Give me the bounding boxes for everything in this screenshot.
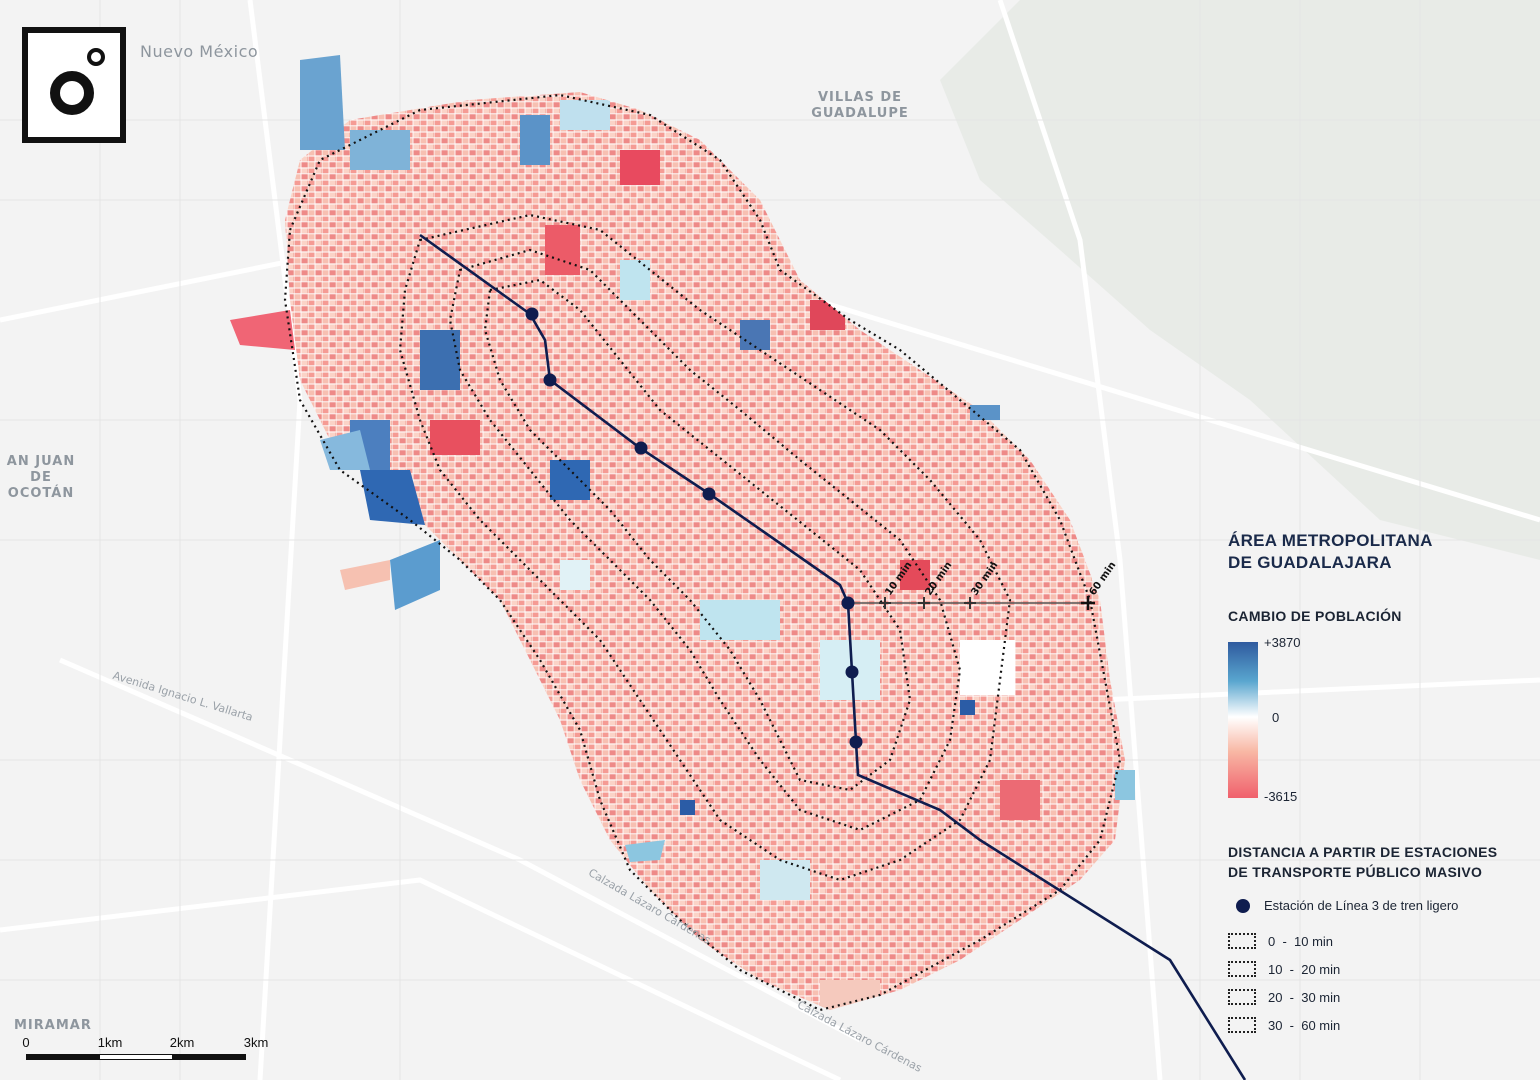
population-gradient bbox=[1228, 642, 1258, 798]
place-label-miramar: MIRAMAR bbox=[14, 1018, 92, 1033]
legend: ÁREA METROPOLITANA DE GUADALAJARA CAMBIO… bbox=[1228, 530, 1534, 1033]
gradient-mid: 0 bbox=[1272, 710, 1280, 725]
ring-20-30 bbox=[398, 213, 1012, 882]
legend-distance-row: 20 - 30 min bbox=[1228, 989, 1340, 1005]
dotted-box-icon bbox=[1228, 1017, 1256, 1033]
station bbox=[849, 735, 863, 749]
distance-band-label: 10 - 20 min bbox=[1268, 961, 1341, 977]
population-change-patches bbox=[350, 100, 1040, 1010]
place-label-villas-de-guadalupe: VILLAS DE GUADALUPE bbox=[811, 90, 909, 121]
distance-title-line2: DE TRANSPORTE PÚBLICO MASIVO bbox=[1228, 864, 1483, 880]
scale-label-0: 0 bbox=[22, 1035, 30, 1050]
dotted-box-icon bbox=[1228, 961, 1256, 977]
distance-title-line1: DISTANCIA A PARTIR DE ESTACIONES bbox=[1228, 844, 1498, 860]
gradient-max: +3870 bbox=[1264, 635, 1301, 650]
distance-band-label: 20 - 30 min bbox=[1268, 989, 1341, 1005]
scale-bar: 0 1km 2km 3km bbox=[22, 1035, 268, 1065]
legend-station-row: Estación de Línea 3 de tren ligero bbox=[1228, 898, 1458, 913]
scale-label-1km: 1km bbox=[97, 1035, 123, 1050]
station bbox=[702, 487, 716, 501]
place-label-nuevo-mexico: Nuevo México bbox=[140, 42, 259, 61]
station bbox=[543, 373, 557, 387]
distance-rings bbox=[283, 93, 1122, 1012]
scale-label-2km: 2km bbox=[169, 1035, 195, 1050]
scale-label-3km: 3km bbox=[243, 1035, 269, 1050]
legend-title-line2: DE GUADALAJARA bbox=[1228, 553, 1392, 572]
gradient-min: -3615 bbox=[1264, 789, 1298, 804]
station-legend-label: Estación de Línea 3 de tren ligero bbox=[1264, 898, 1459, 913]
scale-segment bbox=[26, 1054, 100, 1060]
legend-distance-row: 30 - 60 min bbox=[1228, 1017, 1340, 1033]
station bbox=[634, 441, 648, 455]
scale-segment bbox=[99, 1054, 173, 1060]
outlying-parcels bbox=[230, 55, 1135, 862]
dotted-box-icon bbox=[1228, 989, 1256, 1005]
distance-band-label: 30 - 60 min bbox=[1268, 1017, 1341, 1033]
logo-mark-icon bbox=[50, 48, 105, 115]
distance-band-label: 0 - 10 min bbox=[1268, 933, 1334, 949]
legend-title-line1: ÁREA METROPOLITANA bbox=[1228, 531, 1433, 550]
scale-segment bbox=[172, 1054, 246, 1060]
ring-10-20 bbox=[448, 248, 962, 832]
station bbox=[845, 665, 859, 679]
station-dot-icon bbox=[1236, 898, 1250, 913]
population-change-title: CAMBIO DE POBLACIÓN bbox=[1228, 608, 1402, 624]
stations bbox=[525, 307, 863, 749]
measure-crosses bbox=[879, 596, 1095, 610]
ring-30-60 bbox=[283, 93, 1122, 1012]
station bbox=[841, 596, 855, 610]
logo bbox=[22, 27, 126, 143]
place-label-san-juan-de-ocotan: AN JUAN DE OCOTÁN bbox=[6, 454, 76, 501]
legend-distance-row: 0 - 10 min bbox=[1228, 933, 1333, 949]
station bbox=[525, 307, 539, 321]
ring-0-10 bbox=[483, 278, 912, 792]
legend-distance-row: 10 - 20 min bbox=[1228, 961, 1340, 977]
dotted-box-icon bbox=[1228, 933, 1256, 949]
